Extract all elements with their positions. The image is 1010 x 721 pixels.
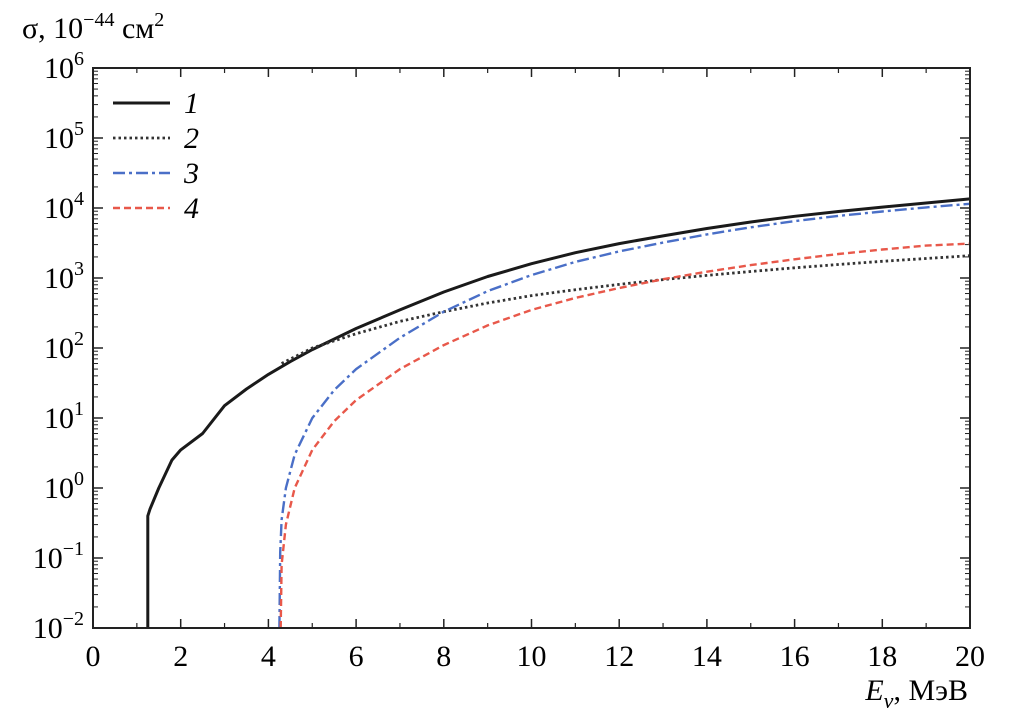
legend-label-4: 4 xyxy=(184,192,199,225)
x-axis-label-unit: , МэВ xyxy=(893,674,968,707)
y-tick-label: 106 xyxy=(44,48,84,85)
y-tick-label: 101 xyxy=(44,398,84,435)
x-tick-label: 6 xyxy=(349,640,364,673)
x-axis-label: Eν, МэВ xyxy=(864,674,968,713)
x-tick-label: 4 xyxy=(261,640,276,673)
x-tick-label: 18 xyxy=(867,640,897,673)
x-tick-label: 20 xyxy=(955,640,985,673)
plot-frame xyxy=(92,67,971,629)
legend-label-3: 3 xyxy=(183,157,199,190)
y-axis-label: σ, 10−44 см2 xyxy=(22,9,164,45)
x-tick-labels: 0 2 4 6 8 10 12 14 16 18 20 xyxy=(86,640,986,673)
y-tick-labels: 10−2 10−1 100 101 102 103 104 105 106 xyxy=(33,48,84,645)
x-tick-label: 0 xyxy=(86,640,101,673)
series-4-line xyxy=(279,242,971,629)
y-axis-label-exponent: −44 xyxy=(83,9,114,31)
legend-label-2: 2 xyxy=(184,122,199,155)
x-tick-label: 16 xyxy=(780,640,810,673)
y-tick-label: 10−1 xyxy=(33,538,84,575)
axis-ticks xyxy=(92,67,971,629)
y-tick-label: 104 xyxy=(44,188,84,225)
y-axis-label-unit-exponent: 2 xyxy=(154,9,164,31)
series-lines xyxy=(146,197,971,629)
x-axis-label-symbol: E xyxy=(864,674,883,707)
y-axis-label-symbol: σ, 10 xyxy=(22,12,83,45)
x-tick-label: 2 xyxy=(173,640,188,673)
x-tick-label: 14 xyxy=(692,640,722,673)
series-3-line xyxy=(278,202,971,629)
series-2-line xyxy=(280,254,971,365)
y-tick-label: 10−2 xyxy=(33,608,84,645)
x-axis-label-subscript: ν xyxy=(884,688,894,713)
x-tick-label: 10 xyxy=(517,640,547,673)
legend-label-1: 1 xyxy=(184,87,199,120)
series-1-line xyxy=(146,197,971,628)
y-tick-label: 103 xyxy=(44,258,84,295)
y-tick-label: 102 xyxy=(44,328,84,365)
x-tick-label: 8 xyxy=(436,640,451,673)
y-tick-label: 105 xyxy=(44,118,84,155)
y-tick-label: 100 xyxy=(44,468,84,505)
y-axis-label-unit: см xyxy=(114,12,154,45)
x-tick-label: 12 xyxy=(604,640,634,673)
